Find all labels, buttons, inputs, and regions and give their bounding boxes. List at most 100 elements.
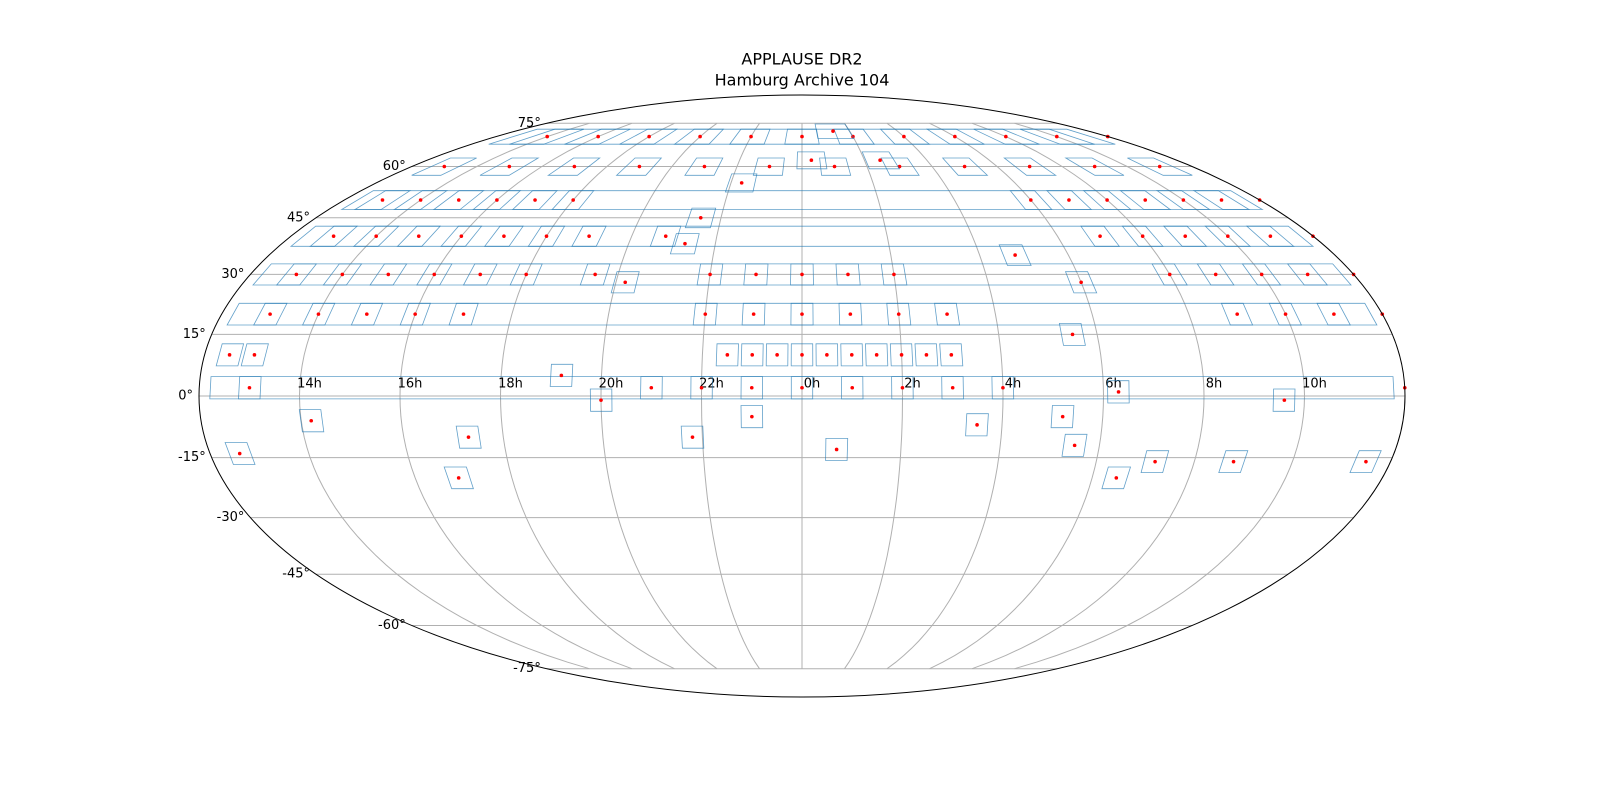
plate-footprint bbox=[796, 151, 828, 170]
y-tick-label: 0° bbox=[178, 389, 193, 404]
plate-center bbox=[962, 164, 967, 169]
plate-center bbox=[1305, 272, 1310, 277]
plate-footprint bbox=[252, 263, 1352, 286]
plate-center bbox=[1027, 164, 1032, 169]
plate-center bbox=[749, 385, 754, 390]
plate-footprint bbox=[740, 343, 764, 367]
plate-center bbox=[466, 435, 471, 439]
plate-center bbox=[1226, 234, 1230, 238]
plate-center bbox=[1153, 459, 1157, 464]
plate-center bbox=[831, 129, 835, 133]
x-tick-label: 14h bbox=[297, 377, 322, 392]
plate-center bbox=[649, 385, 654, 390]
plate-center bbox=[1235, 312, 1239, 316]
plate-footprint bbox=[941, 157, 989, 176]
plate-footprint bbox=[692, 302, 718, 326]
plate-footprint bbox=[432, 190, 485, 210]
plate-center bbox=[1231, 459, 1236, 464]
plate-center bbox=[754, 272, 758, 277]
plate-footprint bbox=[440, 225, 483, 247]
plate-footprint bbox=[819, 157, 852, 176]
plate-center bbox=[1001, 385, 1005, 390]
plate-center bbox=[683, 241, 687, 246]
plate-footprint bbox=[238, 376, 262, 400]
y-tick-label: -30° bbox=[217, 510, 245, 525]
x-tick-label: 2h bbox=[904, 377, 921, 392]
plate-center bbox=[1070, 332, 1075, 337]
plate-footprint bbox=[886, 302, 912, 326]
plate-center bbox=[825, 353, 829, 357]
plate-center bbox=[461, 312, 466, 316]
plate-footprint bbox=[610, 271, 640, 294]
plate-center bbox=[442, 164, 447, 169]
plate-footprint bbox=[240, 343, 269, 367]
plate-center bbox=[1259, 272, 1264, 277]
plate-footprint bbox=[1107, 380, 1130, 404]
y-tick-label: -75° bbox=[513, 661, 541, 676]
plate-footprint bbox=[527, 225, 566, 247]
plate-footprint bbox=[715, 343, 739, 367]
plate-footprint bbox=[253, 302, 288, 326]
plate-center bbox=[698, 215, 703, 220]
plate-center bbox=[945, 312, 949, 316]
y-tick-label: -60° bbox=[378, 618, 406, 633]
plate-footprint bbox=[998, 244, 1032, 266]
y-tick-label: -45° bbox=[282, 567, 310, 582]
plate-footprint bbox=[472, 190, 522, 210]
plate-footprint bbox=[889, 343, 914, 367]
plate-footprint bbox=[564, 128, 631, 145]
x-tick-label: 22h bbox=[699, 377, 724, 392]
grid-line bbox=[886, 122, 1004, 670]
plate-footprint bbox=[880, 263, 908, 286]
plate-center bbox=[1219, 198, 1224, 202]
plate-center bbox=[800, 312, 804, 316]
plate-footprint bbox=[934, 302, 961, 326]
plate-center bbox=[380, 198, 385, 202]
plate-center bbox=[331, 234, 336, 238]
plate-center bbox=[596, 134, 600, 139]
plate-center bbox=[899, 353, 904, 357]
plate-center bbox=[750, 353, 755, 357]
plate-center bbox=[237, 451, 242, 456]
plate-footprint bbox=[399, 302, 431, 326]
plate-center bbox=[1268, 234, 1273, 238]
y-tick-label: 15° bbox=[183, 327, 206, 342]
plate-footprint bbox=[416, 263, 453, 286]
plate-center bbox=[544, 234, 549, 238]
sky-outline bbox=[198, 94, 1406, 698]
plate-center bbox=[924, 353, 929, 357]
plate-center bbox=[456, 198, 461, 202]
plate-center bbox=[1157, 164, 1162, 169]
plate-footprint bbox=[825, 437, 849, 461]
plate-footprint bbox=[393, 190, 449, 210]
chart-title: APPLAUSE DR2 bbox=[741, 50, 862, 69]
plate-center bbox=[846, 272, 850, 277]
plate-footprint bbox=[1272, 388, 1296, 412]
plate-footprint bbox=[352, 225, 400, 247]
plate-center bbox=[294, 272, 299, 277]
plate-footprint bbox=[724, 173, 758, 193]
plate-footprint bbox=[298, 409, 325, 433]
plate-center bbox=[834, 447, 839, 452]
plate-footprint bbox=[1050, 405, 1075, 429]
plate-center bbox=[953, 134, 957, 139]
plate-center bbox=[1054, 134, 1059, 139]
plate-footprint bbox=[1349, 450, 1382, 474]
plate-footprint bbox=[396, 225, 442, 247]
grid: 75° 60° 45° 30° 15° 0° -15° -30° -45° -60° -75° 14h… bbox=[178, 116, 1405, 676]
plate-center bbox=[545, 134, 550, 139]
plate-center bbox=[1060, 414, 1065, 419]
plate-center bbox=[268, 312, 272, 316]
plate-center bbox=[647, 134, 651, 139]
plate-center bbox=[750, 414, 754, 419]
x-tick-label: 20h bbox=[599, 377, 624, 392]
plate-footprint bbox=[1003, 157, 1057, 176]
plate-center bbox=[571, 198, 575, 202]
plate-footprint bbox=[1061, 433, 1088, 457]
plate-center bbox=[751, 312, 756, 316]
plate-footprint bbox=[322, 263, 363, 286]
plate-center bbox=[456, 476, 461, 480]
plate-footprint bbox=[1218, 450, 1249, 474]
plate-footprint bbox=[790, 343, 814, 367]
